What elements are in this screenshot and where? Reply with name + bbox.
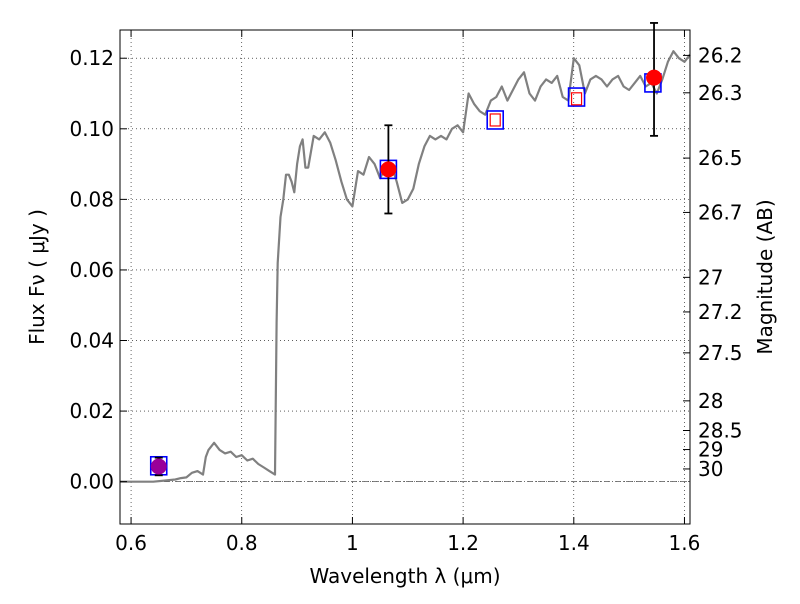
- right-axis-label: Magnitude (AB): [753, 199, 777, 354]
- x-tick-label: 0.6: [115, 531, 147, 555]
- y-tick-label: 0.12: [69, 46, 114, 70]
- model-band-square: [486, 110, 505, 130]
- x-tick-label: 1.4: [558, 531, 590, 555]
- grid-layer: [120, 30, 690, 524]
- magnitude-tick-label: 26.2: [698, 43, 743, 67]
- x-tick-label: 1.6: [669, 531, 701, 555]
- data-layer: [120, 22, 691, 483]
- y-axis-label: Flux Fν ( μJy ): [25, 209, 49, 345]
- observed-flux-point: [380, 161, 397, 178]
- magnitude-tick-label: 27: [698, 265, 723, 289]
- model-band-square: [567, 87, 586, 107]
- y-tick-label: 0.04: [69, 329, 114, 353]
- magnitude-tick-label: 29: [698, 438, 723, 462]
- magnitude-tick-label: 26.7: [698, 200, 743, 224]
- observed-flux-point: [150, 458, 167, 475]
- plot-frame: [119, 29, 691, 525]
- magnitude-tick-label: 28.5: [698, 418, 743, 442]
- y-tick-label: 0.08: [69, 187, 114, 211]
- model-spectrum-line: [120, 50, 691, 483]
- x-tick-label: 0.8: [226, 531, 258, 555]
- magnitude-tick-label: 27.5: [698, 341, 743, 365]
- magnitude-tick-label: 27.2: [698, 300, 743, 324]
- predicted-flux-square: [570, 92, 583, 106]
- y-tick-label: 0.06: [69, 258, 114, 282]
- observed-flux-point: [646, 69, 663, 86]
- y-tick-label: 0.02: [69, 399, 114, 423]
- magnitude-tick-label: 30: [698, 457, 723, 481]
- magnitude-tick-label: 26.3: [698, 81, 743, 105]
- magnitude-tick-label: 28: [698, 389, 723, 413]
- magnitude-tick-label: 26.5: [698, 146, 743, 170]
- y-tick-label: 0.10: [69, 117, 114, 141]
- x-tick-label: 1.2: [447, 531, 479, 555]
- y-tick-label: 0.00: [69, 470, 114, 494]
- predicted-flux-square: [489, 113, 501, 127]
- x-axis-label: Wavelength λ (μm): [309, 564, 500, 588]
- x-tick-label: 1: [346, 531, 359, 555]
- tick-layer: 0.6 0.8 1 1.2 1.4 1.6 0.00 0.02 0.04 0.06 0.08 0.10…: [69, 30, 743, 555]
